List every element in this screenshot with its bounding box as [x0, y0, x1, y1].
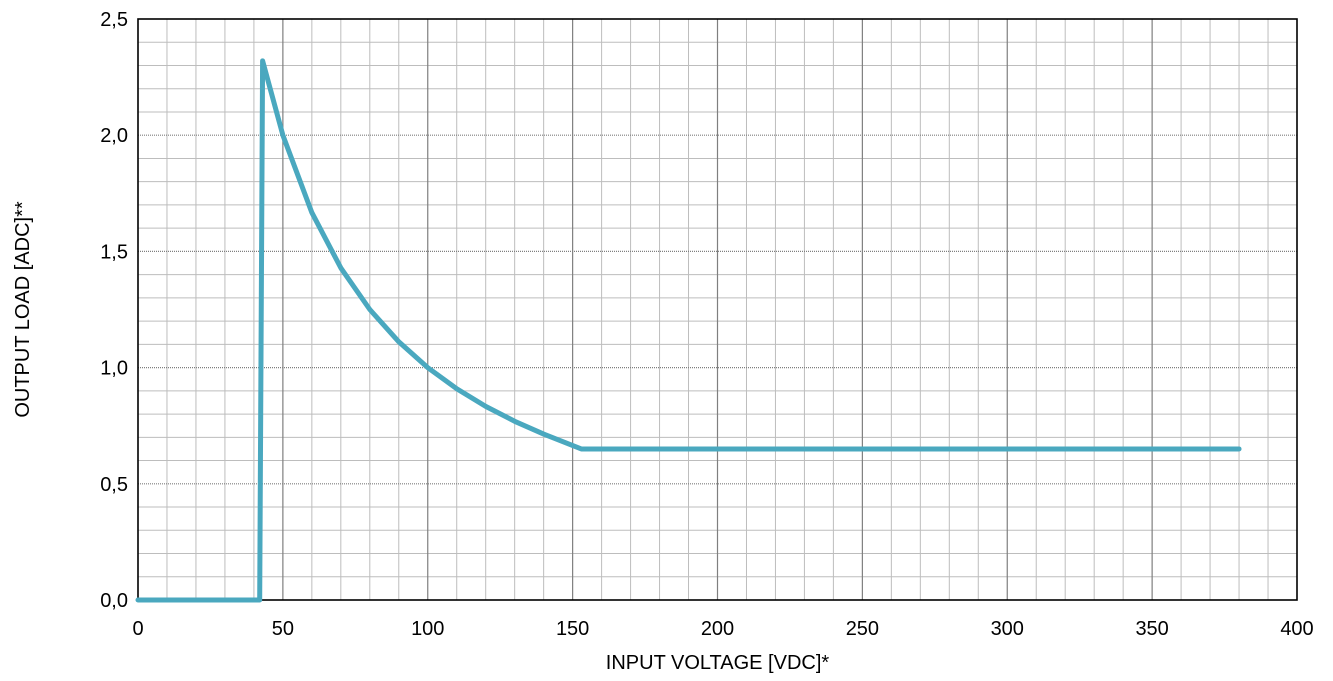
series-layer: [135, 58, 1242, 603]
y-tick-label: 1,0: [100, 358, 128, 380]
y-tick-label: 0,0: [100, 590, 128, 612]
y-tick-label: 1,5: [100, 241, 128, 263]
x-tick-label: 350: [1135, 618, 1168, 640]
x-tick-label: 0: [132, 618, 143, 640]
y-tick-label: 2,0: [100, 125, 128, 147]
y-tick-label: 0,5: [100, 474, 128, 496]
series-line: [135, 58, 1242, 603]
major-gridlines: [138, 19, 1297, 600]
x-tick-label: 400: [1280, 618, 1313, 640]
x-tick-label: 300: [991, 618, 1024, 640]
x-tick-label: 200: [701, 618, 734, 640]
x-tick-label: 50: [272, 618, 294, 640]
x-tick-label: 100: [411, 618, 444, 640]
y-axis-label: OUTPUT LOAD [ADC]**: [12, 201, 34, 418]
plot-frame: [137, 18, 1298, 601]
x-tick-label: 150: [556, 618, 589, 640]
x-tick-labels: 0 50 100 150 200 250 300 350 400: [132, 618, 1313, 640]
x-axis-label: INPUT VOLTAGE [VDC]*: [606, 652, 830, 674]
y-tick-label: 2,5: [100, 9, 128, 31]
x-tick-label: 250: [846, 618, 879, 640]
y-tick-labels: 0,0 0,5 1,0 1,5 2,0 2,5: [100, 9, 128, 612]
